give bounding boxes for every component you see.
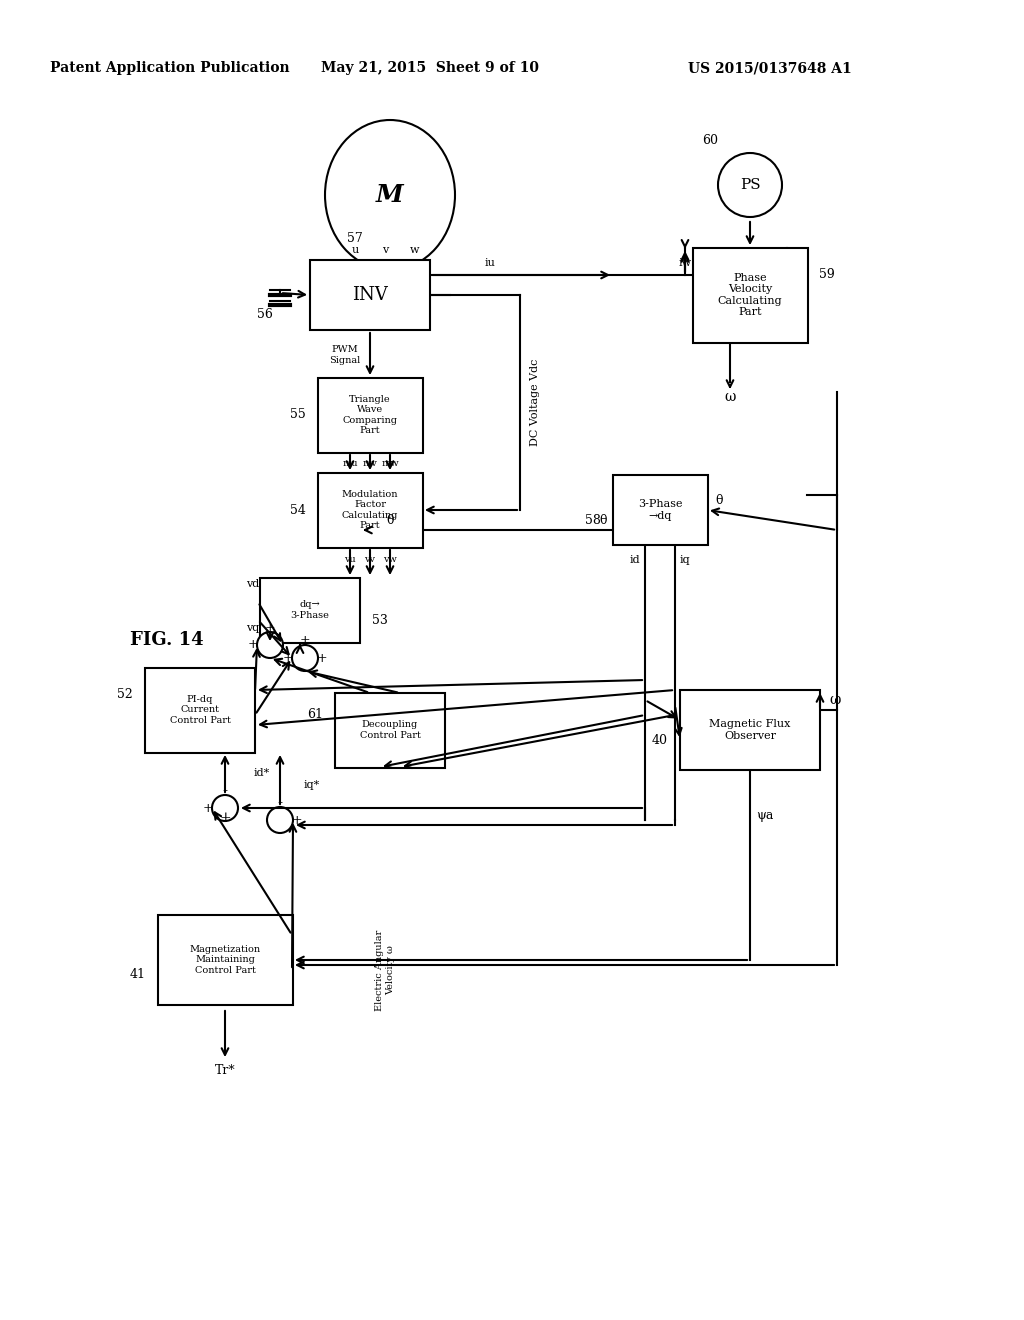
Text: M: M (376, 183, 403, 207)
Text: ω: ω (724, 389, 735, 404)
Text: 58: 58 (585, 513, 601, 527)
Text: iq: iq (680, 554, 690, 565)
Text: vv: vv (365, 554, 376, 564)
Text: May 21, 2015  Sheet 9 of 10: May 21, 2015 Sheet 9 of 10 (321, 61, 539, 75)
FancyBboxPatch shape (680, 690, 820, 770)
Text: vd: vd (247, 579, 260, 589)
Text: u: u (351, 246, 358, 255)
FancyBboxPatch shape (158, 915, 293, 1005)
Text: v: v (382, 246, 388, 255)
Text: Modulation
Factor
Calculating
Part: Modulation Factor Calculating Part (342, 490, 398, 531)
Text: mw: mw (381, 459, 399, 469)
Text: Phase
Velocity
Calculating
Part: Phase Velocity Calculating Part (718, 273, 782, 317)
Text: +: + (292, 813, 302, 826)
Text: Electric Angular
Velocity ω: Electric Angular Velocity ω (376, 929, 394, 1011)
Circle shape (212, 795, 238, 821)
Circle shape (267, 807, 293, 833)
Text: dq→
3-Phase: dq→ 3-Phase (291, 601, 330, 619)
FancyBboxPatch shape (260, 578, 360, 643)
Text: id*: id* (254, 768, 270, 777)
Text: 56: 56 (257, 309, 273, 322)
Text: θ: θ (715, 494, 723, 507)
Text: 54: 54 (290, 503, 306, 516)
FancyBboxPatch shape (317, 473, 423, 548)
Text: +: + (283, 652, 293, 664)
Text: 61: 61 (307, 709, 323, 722)
Circle shape (292, 645, 318, 671)
Text: Magnetic Flux
Observer: Magnetic Flux Observer (710, 719, 791, 741)
Text: Decoupling
Control Part: Decoupling Control Part (359, 721, 421, 739)
Text: +: + (219, 810, 230, 825)
Text: PI-dq
Current
Control Part: PI-dq Current Control Part (170, 696, 230, 725)
Text: DC Voltage Vdc: DC Voltage Vdc (530, 358, 540, 446)
Text: 40: 40 (652, 734, 668, 747)
Text: vu: vu (344, 554, 356, 564)
Text: vq: vq (247, 623, 260, 634)
Text: 60: 60 (702, 133, 718, 147)
Text: Triangle
Wave
Comparing
Part: Triangle Wave Comparing Part (342, 395, 397, 436)
Text: -: - (278, 796, 283, 810)
Circle shape (718, 153, 782, 216)
Text: iq*: iq* (304, 780, 321, 789)
Text: -: - (222, 784, 227, 799)
Text: +: + (300, 635, 310, 648)
Ellipse shape (325, 120, 455, 271)
Text: 3-Phase
→dq: 3-Phase →dq (638, 499, 682, 521)
FancyBboxPatch shape (310, 260, 430, 330)
Text: US 2015/0137648 A1: US 2015/0137648 A1 (688, 61, 852, 75)
FancyBboxPatch shape (612, 475, 708, 545)
Text: 41: 41 (130, 969, 146, 982)
Text: mv: mv (362, 459, 378, 469)
Text: w: w (411, 246, 420, 255)
FancyBboxPatch shape (335, 693, 445, 767)
Text: +: + (203, 801, 213, 814)
Text: θ: θ (386, 513, 394, 527)
Text: Magnetization
Maintaining
Control Part: Magnetization Maintaining Control Part (189, 945, 260, 975)
Text: iw: iw (679, 257, 691, 268)
Text: 55: 55 (290, 408, 306, 421)
Text: PS: PS (739, 178, 760, 191)
Text: Patent Application Publication: Patent Application Publication (50, 61, 290, 75)
Text: Tr*: Tr* (215, 1064, 236, 1077)
Text: vw: vw (383, 554, 397, 564)
Text: id: id (630, 554, 640, 565)
Text: FIG. 14: FIG. 14 (130, 631, 204, 649)
Text: 53: 53 (372, 614, 388, 627)
Text: PWM
Signal: PWM Signal (330, 346, 360, 364)
Text: iu: iu (484, 257, 496, 268)
Text: ψa: ψa (757, 808, 774, 821)
Text: mu: mu (342, 459, 357, 469)
FancyBboxPatch shape (317, 378, 423, 453)
Text: ω: ω (829, 693, 841, 708)
Text: θ: θ (599, 513, 607, 527)
FancyBboxPatch shape (145, 668, 255, 752)
Circle shape (257, 632, 283, 657)
Text: +: + (248, 639, 258, 652)
FancyBboxPatch shape (692, 248, 808, 342)
Text: 52: 52 (117, 689, 133, 701)
Text: +: + (316, 652, 328, 664)
Text: 59: 59 (819, 268, 835, 281)
Text: INV: INV (352, 286, 388, 304)
Text: 57: 57 (347, 231, 362, 244)
Text: +: + (264, 622, 275, 635)
